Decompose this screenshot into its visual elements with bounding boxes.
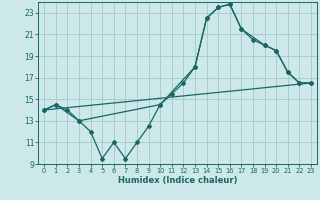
X-axis label: Humidex (Indice chaleur): Humidex (Indice chaleur) [118, 176, 237, 185]
